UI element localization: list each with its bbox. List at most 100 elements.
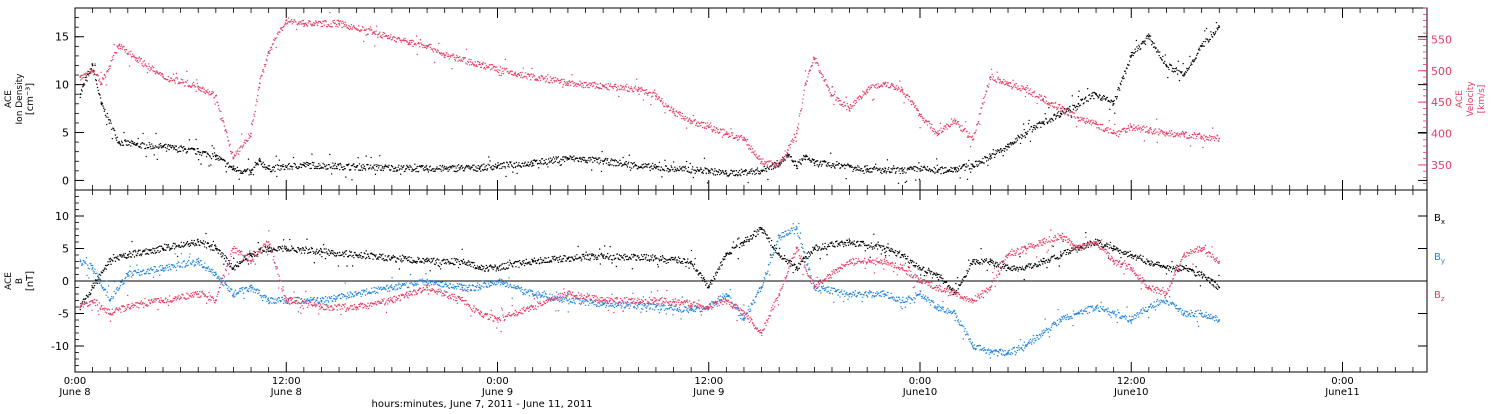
data-point xyxy=(511,74,512,75)
data-point xyxy=(915,179,916,180)
data-point xyxy=(895,88,896,89)
data-point xyxy=(472,165,473,166)
data-point xyxy=(991,157,992,158)
data-point xyxy=(582,83,583,84)
data-point xyxy=(929,123,930,124)
data-point xyxy=(294,19,295,20)
data-point xyxy=(330,166,331,167)
data-point xyxy=(678,170,679,171)
data-point xyxy=(819,72,820,73)
data-point xyxy=(307,162,308,163)
data-point xyxy=(687,258,688,259)
data-point xyxy=(1147,38,1148,39)
data-point xyxy=(850,165,851,166)
data-point xyxy=(303,248,304,249)
data-point xyxy=(329,164,330,165)
data-point xyxy=(577,246,578,247)
data-point xyxy=(242,147,243,148)
data-point xyxy=(568,256,569,257)
data-point xyxy=(147,72,148,73)
data-point xyxy=(181,242,182,243)
data-point xyxy=(990,77,991,78)
data-point xyxy=(637,91,638,92)
data-point xyxy=(274,40,275,41)
data-point xyxy=(518,267,519,268)
data-point xyxy=(253,251,254,252)
data-point xyxy=(535,78,536,79)
data-point xyxy=(1047,123,1048,124)
data-point xyxy=(318,251,319,252)
data-point xyxy=(1109,120,1110,121)
data-point xyxy=(653,259,654,260)
data-point xyxy=(952,121,953,122)
data-point xyxy=(1123,78,1124,79)
data-point xyxy=(376,26,377,27)
data-point xyxy=(410,262,411,263)
data-point xyxy=(1112,104,1113,105)
data-point xyxy=(1129,55,1130,56)
data-point xyxy=(113,44,114,45)
data-point xyxy=(852,166,853,167)
data-point xyxy=(503,267,504,268)
data-point xyxy=(865,169,866,170)
data-point xyxy=(942,131,943,132)
data-point xyxy=(621,88,622,89)
data-point xyxy=(237,167,238,168)
data-point xyxy=(524,76,525,77)
data-point xyxy=(128,140,129,141)
data-point xyxy=(1189,56,1190,57)
data-point xyxy=(415,171,416,172)
data-point xyxy=(1159,133,1160,134)
data-point xyxy=(810,70,811,71)
data-point xyxy=(401,258,402,259)
data-point xyxy=(582,85,583,86)
data-point xyxy=(211,91,212,92)
data-point xyxy=(1107,127,1108,128)
data-point xyxy=(654,255,655,256)
data-point xyxy=(863,173,864,174)
data-point xyxy=(157,159,158,160)
data-point xyxy=(92,63,93,64)
data-point xyxy=(232,169,233,170)
data-point xyxy=(500,269,501,270)
data-point xyxy=(836,164,837,165)
data-point xyxy=(365,250,366,251)
data-point xyxy=(550,76,551,77)
data-point xyxy=(576,83,577,84)
data-point xyxy=(596,259,597,260)
data-point xyxy=(921,114,922,115)
data-point xyxy=(1117,89,1118,90)
data-point xyxy=(208,243,209,244)
data-point xyxy=(818,65,819,66)
data-point xyxy=(1201,274,1203,276)
data-point xyxy=(871,171,872,172)
data-point xyxy=(787,153,788,154)
data-point xyxy=(1143,126,1144,127)
data-point xyxy=(325,258,326,259)
data-point xyxy=(1202,147,1203,148)
data-point xyxy=(831,167,832,168)
data-point xyxy=(258,159,259,160)
data-point xyxy=(426,258,427,259)
data-point xyxy=(1007,146,1008,147)
data-point xyxy=(767,179,768,180)
data-point xyxy=(834,91,835,92)
data-point xyxy=(625,86,626,87)
data-point xyxy=(458,267,459,268)
data-point xyxy=(325,168,326,169)
data-point xyxy=(570,260,571,261)
data-point xyxy=(934,167,935,168)
data-point xyxy=(462,57,463,58)
data-point xyxy=(1205,41,1206,42)
data-point xyxy=(329,255,330,256)
data-point xyxy=(412,168,413,169)
data-point xyxy=(208,154,209,155)
data-point xyxy=(821,73,822,74)
data-point xyxy=(630,86,631,87)
data-point xyxy=(451,167,452,168)
data-point xyxy=(1089,94,1090,95)
data-point xyxy=(382,166,383,167)
data-point xyxy=(852,105,853,106)
data-point xyxy=(122,256,123,257)
data-point xyxy=(696,269,697,270)
